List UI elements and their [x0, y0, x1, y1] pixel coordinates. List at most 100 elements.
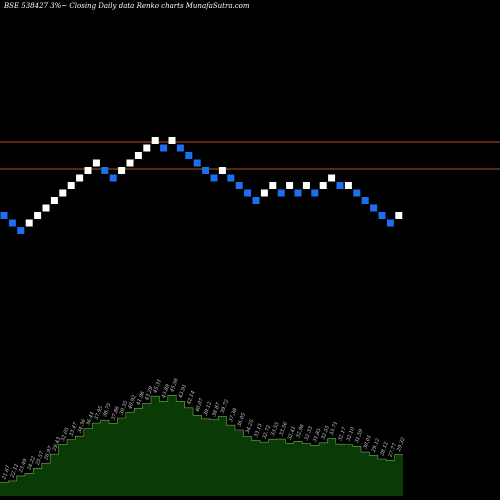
- volume-label: 32.17: [337, 426, 348, 442]
- volume-label: 24.22: [26, 455, 37, 471]
- down-brick: [311, 189, 319, 197]
- up-brick: [168, 137, 176, 144]
- down-brick: [353, 189, 361, 197]
- up-brick: [42, 204, 50, 212]
- volume-label: 42.14: [186, 390, 197, 406]
- volume-label: 30.01: [362, 434, 373, 450]
- volume-label: 45.56: [169, 377, 180, 394]
- volume-line: [0, 395, 403, 483]
- volume-label: 43.91: [177, 383, 188, 399]
- volume-label: 38.87: [211, 401, 222, 417]
- up-brick: [143, 144, 151, 152]
- down-brick: [8, 219, 16, 227]
- volume-label: 32.41: [287, 425, 298, 441]
- up-brick: [59, 189, 67, 197]
- volume-label: 40.07: [194, 397, 205, 414]
- up-brick: [92, 159, 100, 167]
- up-brick: [67, 182, 75, 189]
- volume-label: 29.32: [396, 437, 407, 453]
- up-brick: [50, 197, 58, 204]
- volume-label: 23.49: [18, 457, 29, 474]
- volume-label: 34.25: [245, 419, 256, 435]
- volume-label: 37.95: [94, 405, 105, 421]
- volume-label: 33.56: [278, 421, 289, 437]
- volume-label: 32.33: [304, 426, 315, 442]
- volume-label: 32.96: [295, 423, 306, 439]
- up-brick: [395, 212, 403, 219]
- up-brick: [151, 137, 159, 144]
- down-brick: [336, 182, 344, 189]
- up-brick: [218, 167, 226, 174]
- down-brick: [176, 144, 184, 152]
- down-brick: [17, 227, 25, 234]
- volume-label: 37.86: [110, 405, 121, 421]
- volume-label: 40.92: [127, 394, 138, 410]
- down-brick: [109, 174, 117, 182]
- volume-label: 22.12: [9, 463, 20, 479]
- down-brick: [378, 212, 386, 219]
- volume-label: 32.55: [320, 425, 331, 441]
- down-brick: [294, 189, 302, 197]
- volume-label: 29.43: [51, 436, 62, 452]
- resistance-lines: [0, 141, 500, 170]
- down-brick: [386, 219, 394, 227]
- up-brick: [260, 189, 268, 197]
- volume-label: 39.72: [220, 399, 231, 415]
- volume-label: 39.12: [203, 401, 214, 417]
- volume-labels: 21.6722.1223.4924.2225.5726.9729.4332.05…: [1, 377, 407, 482]
- up-brick: [25, 219, 33, 227]
- volume-label: 33.55: [270, 421, 281, 437]
- volume-label: 43.89: [160, 383, 171, 400]
- volume-label: 37.38: [228, 407, 239, 423]
- up-brick: [84, 167, 92, 174]
- volume-label: 38.75: [102, 402, 113, 418]
- renko-bricks: [0, 137, 403, 234]
- volume-label: 32.10: [346, 426, 357, 442]
- volume-label: 31.85: [312, 428, 323, 444]
- volume-label: 28.12: [379, 441, 390, 457]
- down-brick: [185, 152, 193, 159]
- volume-label: 43.29: [144, 385, 155, 402]
- up-brick: [328, 174, 336, 182]
- up-brick: [76, 174, 84, 182]
- volume-label: 36.05: [236, 412, 247, 428]
- down-brick: [227, 174, 235, 182]
- up-brick: [319, 182, 327, 189]
- volume-label: 27.77: [387, 442, 398, 459]
- volume-label: 39.35: [119, 400, 130, 416]
- down-brick: [252, 197, 260, 204]
- down-brick: [210, 174, 218, 182]
- volume-label: 29.12: [370, 438, 381, 454]
- up-brick: [302, 182, 310, 189]
- volume-label: 33.71: [329, 421, 340, 437]
- volume-label: 36.41: [85, 411, 96, 427]
- down-brick: [101, 167, 109, 174]
- up-brick: [126, 159, 134, 167]
- volume-label: 33.47: [68, 421, 79, 437]
- down-brick: [361, 197, 369, 204]
- down-brick: [193, 159, 201, 167]
- up-brick: [118, 167, 126, 174]
- volume-label: 45.31: [152, 378, 163, 394]
- volume-area: [0, 395, 403, 496]
- up-brick: [286, 182, 294, 189]
- volume-label: 41.96: [135, 390, 146, 407]
- volume-label: 25.57: [34, 450, 45, 467]
- volume-label: 33.15: [253, 423, 264, 439]
- up-brick: [34, 212, 42, 219]
- up-brick: [269, 182, 277, 189]
- down-brick: [235, 182, 243, 189]
- volume-label: 26.97: [43, 445, 54, 462]
- down-brick: [160, 144, 168, 152]
- down-brick: [244, 189, 252, 197]
- down-brick: [0, 212, 8, 219]
- chart-title: BSE 538427 3%~ Closing Daily data Renko …: [3, 2, 250, 10]
- down-brick: [202, 167, 210, 174]
- volume-label: 31.59: [354, 428, 365, 444]
- volume-label: 34.36: [77, 418, 88, 434]
- up-brick: [344, 182, 352, 189]
- volume-label: 32.05: [60, 427, 71, 443]
- up-brick: [134, 152, 142, 159]
